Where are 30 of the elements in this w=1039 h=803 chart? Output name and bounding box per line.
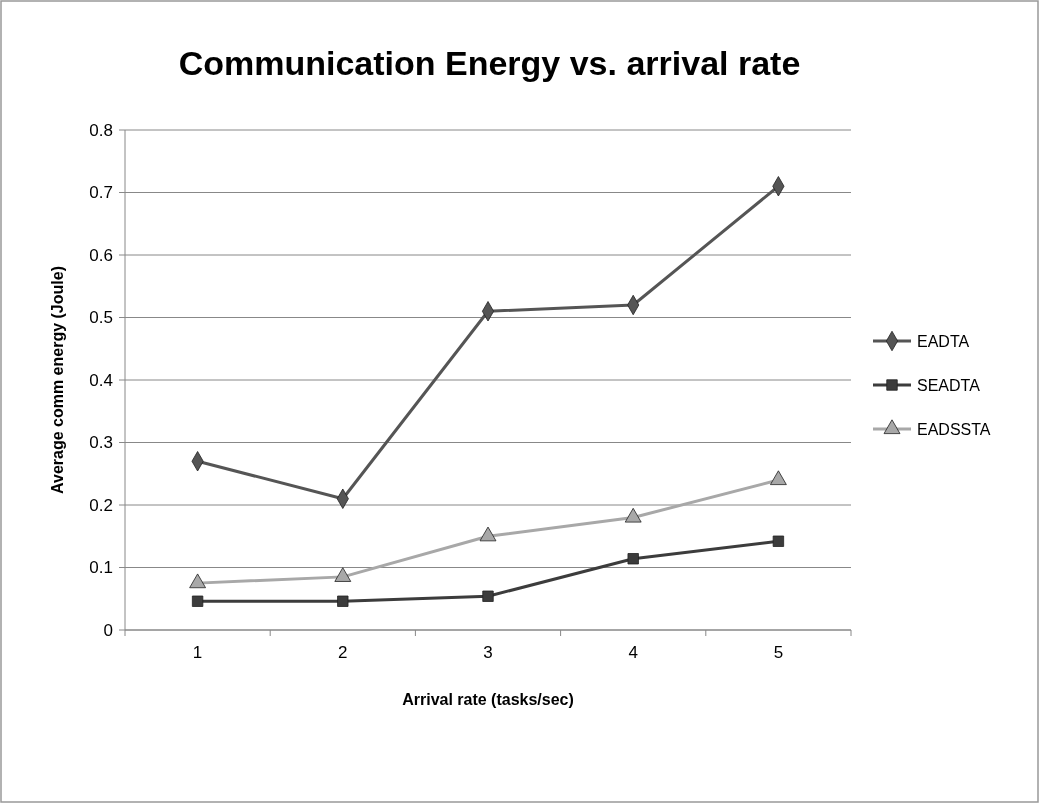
chart-title: Communication Energy vs. arrival rate <box>178 44 801 82</box>
point <box>627 553 639 565</box>
y-tick-label: 0.4 <box>89 370 113 390</box>
point <box>189 573 206 589</box>
point <box>479 526 497 542</box>
y-tick-label: 0.2 <box>89 495 113 515</box>
point <box>191 595 204 607</box>
y-tick-label: 0.7 <box>89 183 113 203</box>
x-axis-title: Arrival rate (tasks/sec) <box>402 691 574 708</box>
x-tick-label: 1 <box>192 643 203 662</box>
point <box>624 507 642 523</box>
point <box>482 590 494 602</box>
legend-label: SEADTA <box>917 376 981 394</box>
point <box>337 595 349 607</box>
y-tick-label: 0.5 <box>89 308 113 328</box>
y-tick-label: 0.1 <box>89 558 113 578</box>
y-axis-title: Average comm energy (Joule) <box>49 266 66 494</box>
x-tick-label: 5 <box>773 643 784 662</box>
y-tick-label: 0.3 <box>89 433 113 453</box>
point <box>770 470 787 485</box>
point <box>772 535 785 547</box>
x-tick-label: 2 <box>338 643 348 662</box>
legend-label: EADSSTA <box>917 420 991 438</box>
y-tick-label: 0.6 <box>89 245 113 265</box>
y-tick-label: 0 <box>103 620 113 640</box>
x-tick-label: 3 <box>483 643 493 662</box>
legend-label: EADTA <box>917 332 970 350</box>
y-tick-label: 0.8 <box>89 120 113 140</box>
point <box>334 567 352 582</box>
x-tick-label: 4 <box>628 643 638 662</box>
